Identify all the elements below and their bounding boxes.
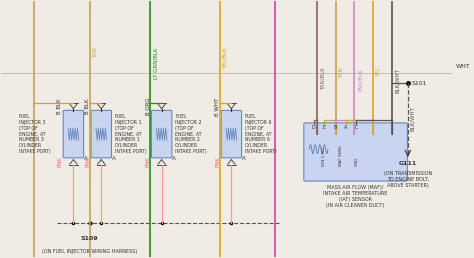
- Text: PNK: PNK: [57, 156, 62, 167]
- Text: FUEL
INJECTOR 3
(TOP OF
ENGINE, AT
NUMBER 3
CYLINDER
INTAKE PORT): FUEL INJECTOR 3 (TOP OF ENGINE, AT NUMBE…: [19, 114, 51, 154]
- Text: (ON FUEL INJECTOR WIRING HARNESS): (ON FUEL INJECTOR WIRING HARNESS): [42, 249, 137, 254]
- Text: B ORG: B ORG: [146, 98, 151, 115]
- Text: B BLK: B BLK: [85, 99, 90, 114]
- Text: A: A: [344, 125, 347, 130]
- Text: A: A: [242, 156, 246, 161]
- Text: IGN 1 VLT: IGN 1 VLT: [322, 147, 326, 166]
- Text: MAF SENS: MAF SENS: [338, 145, 343, 166]
- Text: A: A: [173, 156, 176, 161]
- Text: GND: GND: [354, 157, 358, 166]
- Text: BLK/WHT: BLK/WHT: [395, 68, 400, 93]
- Text: B WHT: B WHT: [215, 98, 220, 116]
- FancyBboxPatch shape: [91, 110, 111, 158]
- Text: E: E: [323, 125, 326, 130]
- Text: YEL: YEL: [376, 68, 381, 77]
- Text: WHT: WHT: [456, 64, 471, 69]
- Text: S101: S101: [411, 80, 427, 86]
- Text: S109: S109: [81, 236, 99, 241]
- FancyBboxPatch shape: [221, 110, 242, 158]
- Text: PNK/BLK: PNK/BLK: [358, 68, 363, 91]
- Text: PNK: PNK: [215, 156, 220, 167]
- Text: A: A: [84, 156, 88, 161]
- Text: PNK: PNK: [85, 156, 90, 167]
- FancyBboxPatch shape: [63, 110, 83, 158]
- Text: (ON TRANSMISSION
TO ENGINE BOLT,
ABOVE STARTER): (ON TRANSMISSION TO ENGINE BOLT, ABOVE S…: [384, 171, 432, 188]
- Text: TAN/BLK: TAN/BLK: [320, 68, 326, 91]
- FancyBboxPatch shape: [151, 110, 172, 158]
- Text: BLK/WHT: BLK/WHT: [410, 106, 415, 131]
- Text: D: D: [312, 125, 315, 130]
- Text: PNK: PNK: [146, 156, 151, 167]
- Text: MASS AIR FLOW (MAF)/
INTAKE AIR TEMPERATURE
(IAT) SENSOR
(IN AIR CLEANER DUCT): MASS AIR FLOW (MAF)/ INTAKE AIR TEMPERAT…: [323, 185, 388, 207]
- Text: B BLK: B BLK: [57, 99, 62, 114]
- Text: A: A: [112, 156, 116, 161]
- FancyBboxPatch shape: [304, 123, 408, 181]
- Text: FUEL
INJECTOR 6
(TOP OF
ENGINE, AT
NUMBER 6
CYLINDER
INTAKE PORT): FUEL INJECTOR 6 (TOP OF ENGINE, AT NUMBE…: [245, 114, 276, 154]
- Text: B: B: [333, 125, 337, 130]
- Text: G111: G111: [399, 161, 417, 166]
- Text: TAN: TAN: [339, 68, 344, 78]
- Text: LT GRN/BLK: LT GRN/BLK: [153, 47, 158, 79]
- Text: YEL/BLK: YEL/BLK: [223, 47, 228, 69]
- Text: TAN: TAN: [93, 47, 98, 58]
- Text: C: C: [355, 125, 358, 130]
- Text: FUEL
INJECTOR 1
(TOP OF
ENGINE, AT
NUMBER 1
CYLINDER
INTAKE PORT): FUEL INJECTOR 1 (TOP OF ENGINE, AT NUMBE…: [115, 114, 146, 154]
- Text: FUEL
INJECTOR 2
(TOP OF
ENGINE, AT
NUMBER 2
CYLINDER
INTAKE PORT): FUEL INJECTOR 2 (TOP OF ENGINE, AT NUMBE…: [175, 114, 207, 154]
